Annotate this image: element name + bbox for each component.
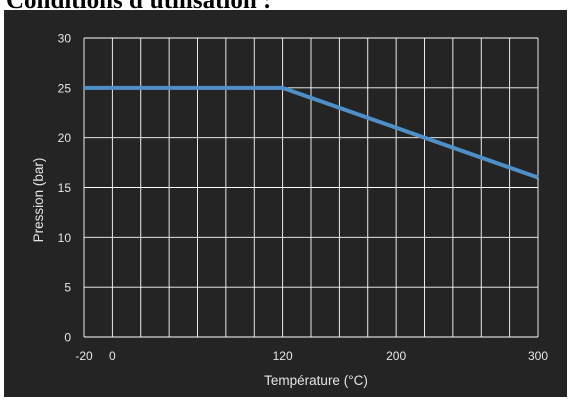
section-heading: Conditions d'utilisation : bbox=[6, 0, 272, 14]
pressure-temperature-line bbox=[84, 85, 539, 180]
series bbox=[84, 85, 539, 180]
y-tick-labels: 0 5 10 15 20 25 30 bbox=[58, 32, 72, 345]
chart-panel: 0 5 10 15 20 25 30 -20 0 120 200 300 Température (… bbox=[4, 10, 567, 397]
y-tick-label: 25 bbox=[58, 81, 72, 95]
y-tick-label: 20 bbox=[58, 131, 72, 145]
x-tick-label: 120 bbox=[273, 349, 293, 363]
x-tick-label: -20 bbox=[75, 349, 93, 363]
y-tick-label: 10 bbox=[58, 231, 72, 245]
y-tick-label: 0 bbox=[64, 331, 71, 345]
y-tick-label: 5 bbox=[64, 281, 71, 295]
y-tick-label: 15 bbox=[58, 181, 72, 195]
x-tick-label: 300 bbox=[528, 349, 548, 363]
y-axis-title: Pression (bar) bbox=[31, 158, 46, 243]
grid bbox=[83, 37, 539, 338]
x-tick-label: 200 bbox=[386, 349, 406, 363]
y-tick-label: 30 bbox=[58, 32, 72, 46]
line-chart: 0 5 10 15 20 25 30 -20 0 120 200 300 Température (… bbox=[31, 32, 548, 389]
x-tick-label: 0 bbox=[109, 349, 116, 363]
x-axis-title: Température (°C) bbox=[264, 373, 368, 388]
x-tick-labels: -20 0 120 200 300 bbox=[75, 349, 548, 363]
